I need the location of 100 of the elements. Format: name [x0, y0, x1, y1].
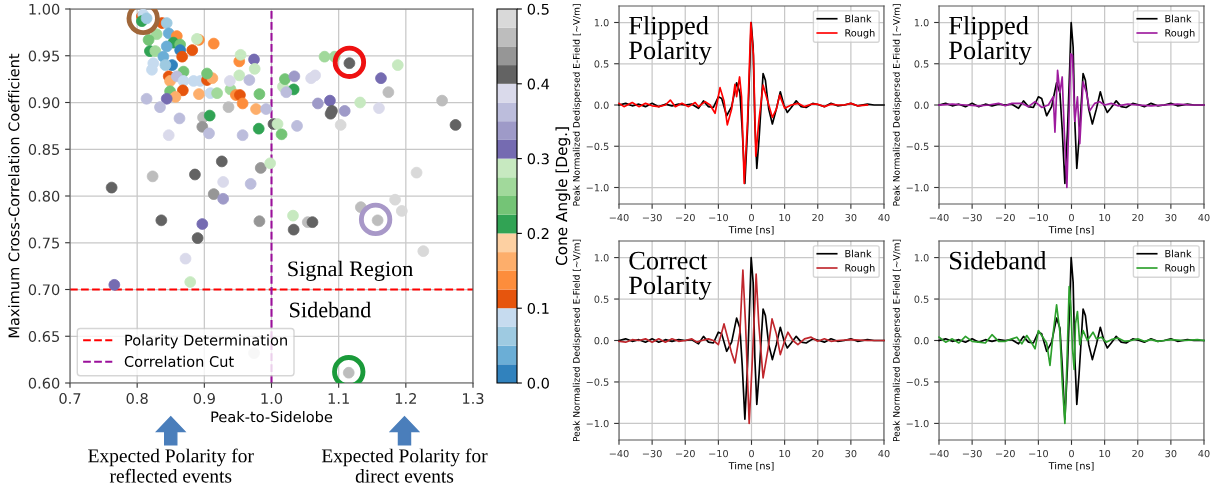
x-tick-label: 1.3 — [463, 392, 484, 405]
x-tick-label: −20 — [676, 449, 695, 458]
x-tick-label: 10 — [779, 449, 791, 458]
y-tick-label: 0.0 — [594, 336, 609, 345]
x-tick-label: −20 — [996, 449, 1015, 458]
y-tick-label: 0.5 — [594, 60, 609, 68]
x-tick-label: 0.7 — [59, 392, 81, 405]
x-tick-label: 1.1 — [328, 393, 349, 404]
y-axis-title: Peak Normalized Dedispersed E-Field [~V/m] — [892, 239, 902, 442]
x-axis-title: Peak-to-Sidelobe — [211, 411, 333, 423]
color-bar-label: 0.3 — [527, 153, 549, 165]
text: Expected Polarity for reflected events — [88, 448, 254, 483]
x-tick-label: −10 — [1029, 449, 1048, 458]
y-tick-label: 0.0 — [914, 336, 929, 345]
y-tick-label: 0.95 — [28, 50, 59, 62]
legend-label: Blank — [1165, 249, 1192, 258]
y-axis-title: Maximum Cross-Correlation Coefficient — [8, 53, 20, 338]
x-tick-label: −30 — [642, 449, 662, 458]
y-tick-label: 0.65 — [28, 330, 59, 342]
x-tick-label: 20 — [812, 449, 824, 458]
y-tick-label: −1.0 — [586, 183, 609, 192]
annotation: Flipped Polarity — [629, 15, 712, 65]
y-axis-title: Peak Normalized Dedispersed E-Field [~V/m] — [572, 239, 582, 442]
x-tick-label: 10 — [1099, 213, 1111, 222]
x-tick-label: 20 — [1132, 213, 1144, 222]
legend-label: Blank — [1165, 14, 1192, 23]
y-tick-label: −0.5 — [586, 142, 609, 151]
y-tick-label: 0.5 — [594, 295, 609, 303]
x-tick-label: −20 — [996, 213, 1015, 222]
y-tick-label: 1.0 — [914, 254, 929, 262]
x-tick-label: 40 — [878, 213, 890, 222]
legend-label: Rough — [1165, 264, 1195, 274]
x-tick-label: 0.8 — [126, 392, 148, 405]
y-tick-label: 0.75 — [28, 237, 59, 249]
x-tick-label: −30 — [962, 449, 982, 458]
y-axis-title: Peak Normalized Dedispersed E-Field [~V/m] — [572, 4, 582, 206]
x-axis-title: Time [ns] — [1048, 461, 1094, 471]
x-tick-label: −10 — [709, 449, 728, 458]
ref-line-label: Correlation Cut — [124, 355, 234, 368]
x-tick-label: −10 — [709, 213, 728, 222]
x-tick-label: 0 — [749, 213, 754, 222]
x-tick-label: 1.0 — [261, 392, 283, 405]
legend-label: Rough — [845, 29, 875, 39]
color-bar-title: Cone Angle [Deg.] — [555, 127, 571, 266]
x-tick-label: 20 — [812, 213, 824, 222]
y-tick-label: −1.0 — [586, 419, 609, 428]
annotation: Sideband — [950, 250, 1047, 270]
x-axis-title: Time [ns] — [1048, 225, 1094, 235]
y-tick-label: 0.60 — [28, 377, 60, 389]
color-bar-label: 0.0 — [527, 377, 549, 389]
x-tick-label: 1.2 — [395, 392, 416, 404]
color-bar-label: 0.2 — [527, 228, 549, 240]
y-tick-label: −1.0 — [906, 183, 929, 192]
y-tick-label: 1.0 — [914, 18, 929, 27]
annotation: Correct Polarity — [629, 251, 712, 300]
x-tick-label: 10 — [779, 213, 791, 222]
legend-label: Rough — [1165, 29, 1195, 39]
x-tick-label: 30 — [1165, 213, 1177, 222]
y-tick-label: 0.70 — [28, 284, 60, 296]
color-bar-label: 0.5 — [527, 3, 549, 15]
x-tick-label: 30 — [845, 213, 857, 222]
y-tick-label: 0.5 — [914, 295, 929, 303]
color-bar-label: 0.1 — [527, 302, 549, 314]
legend-label: Rough — [845, 264, 875, 274]
x-tick-label: 0 — [1069, 213, 1074, 222]
y-tick-label: 0.0 — [914, 101, 929, 109]
x-tick-label: 0.9 — [193, 392, 215, 405]
y-tick-label: 0.90 — [28, 97, 60, 109]
x-tick-label: −40 — [609, 449, 629, 458]
y-tick-label: 0.85 — [28, 143, 59, 155]
y-tick-label: −0.5 — [586, 378, 609, 386]
x-tick-label: 20 — [1132, 449, 1144, 458]
x-tick-label: 0 — [749, 449, 754, 458]
x-tick-label: 10 — [1099, 449, 1111, 458]
text: Expected Polarity for direct events — [321, 448, 488, 483]
y-tick-label: −0.5 — [906, 142, 929, 151]
y-tick-label: −1.0 — [906, 419, 929, 428]
color-bar-label: 0.4 — [527, 78, 550, 90]
y-tick-label: 0.80 — [28, 190, 60, 202]
x-tick-label: −40 — [609, 213, 629, 222]
x-tick-label: −30 — [962, 213, 982, 222]
legend-label: Blank — [845, 14, 872, 23]
y-tick-label: 0.5 — [914, 60, 929, 68]
x-tick-label: 40 — [878, 449, 890, 458]
x-tick-label: −40 — [929, 449, 949, 458]
x-tick-label: 30 — [1165, 449, 1177, 458]
legend-label: Polarity Determination — [125, 334, 287, 349]
x-axis-title: Time [ns] — [728, 225, 774, 235]
y-tick-label: 1.00 — [29, 3, 60, 15]
x-tick-label: −10 — [1029, 213, 1048, 222]
y-tick-label: 0.0 — [594, 101, 609, 109]
x-tick-label: −30 — [642, 213, 662, 222]
y-axis-title: Peak Normalized Dedispersed E-Field [~V/m] — [892, 4, 902, 206]
legend-label: Blank — [845, 249, 872, 258]
annotation: Signal Region — [288, 260, 414, 281]
annotation: Flipped Polarity — [949, 15, 1032, 65]
y-tick-label: −0.5 — [906, 378, 929, 386]
x-tick-label: 30 — [845, 449, 857, 458]
x-tick-label: 40 — [1198, 449, 1210, 458]
x-axis-title: Time [ns] — [728, 461, 774, 471]
